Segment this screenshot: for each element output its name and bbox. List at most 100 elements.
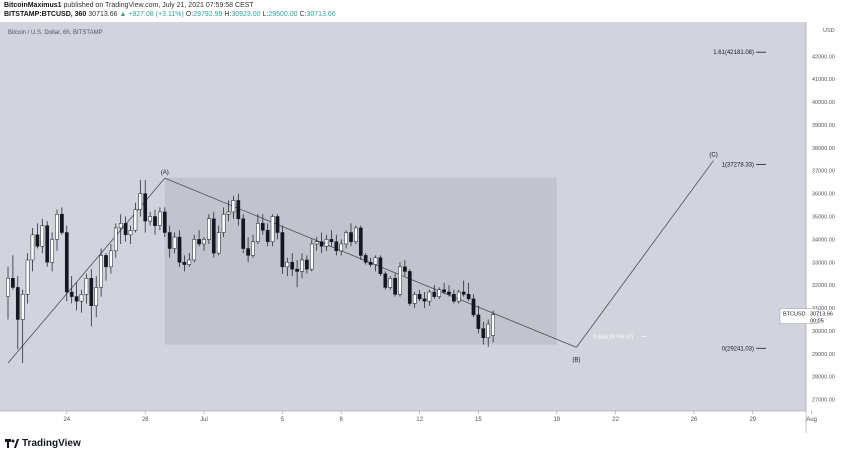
x-tick-label: 22 [612,417,619,423]
candle-body [221,213,226,233]
candle-body [162,211,167,233]
candle-body [104,255,108,268]
candle-body [113,227,118,252]
candle-body [481,328,486,339]
candle-body [334,241,339,252]
candle-body [153,216,157,226]
candle-body [295,268,299,272]
candle-body [177,236,182,263]
candle-body [202,239,206,245]
low-label: L: [262,11,269,18]
candle-body [466,294,471,300]
candle-body [192,239,197,261]
fib-level-label: 1(37278.33) [722,162,754,168]
candle-body [84,278,89,295]
candle-body [256,223,260,242]
candle-body [187,259,192,265]
candle-body [211,218,216,254]
x-tick-label: Jul [200,417,208,423]
candle-body [64,232,69,293]
candle-body [99,255,103,288]
candle-body [25,259,30,295]
chart-title: Bitcoin / U.S. Dollar, 6h, BITSTAMP [8,30,103,36]
y-tick-label: 31000.00 [812,306,835,312]
y-tick-label: 29000.00 [812,352,835,358]
candle-body [290,262,295,270]
candle-body [486,323,491,339]
price-tag-box [779,308,819,324]
candle-body [172,236,177,249]
y-tick-label: 34000.00 [812,237,835,243]
candle-body [40,225,45,247]
candle-body [275,216,280,233]
candle-body [138,193,143,210]
x-tick-label: 15 [475,417,482,423]
y-tick-label: 36000.00 [812,192,835,198]
candle-body [167,232,172,249]
candle-body [471,298,476,316]
price-chart[interactable]: 27000.00 28000.00 29000.00 30000.00 31000.00… [0,22,850,433]
box-level-label: 0.854(29759.07) [593,334,634,340]
candle-body [79,294,84,302]
candle-body [11,278,15,288]
candle-body [236,200,241,220]
candle-body [15,287,20,320]
y-tick-label: 32000.00 [812,283,835,289]
candle-body [89,278,94,306]
candle-body [241,218,246,249]
candle-body [398,266,402,295]
currency-label: USD [823,28,835,34]
tradingview-logo-icon [5,439,19,448]
candle-body [368,262,373,265]
x-tick-label: 8 [340,417,344,423]
candle-body [432,291,437,297]
candle-body [128,229,133,236]
y-tick-label: 30000.00 [812,329,835,335]
candle-body [216,232,221,254]
candle-body [388,278,393,288]
candle-body [309,243,314,270]
candle-body [50,239,54,263]
candle-body [344,232,348,245]
candle-body [148,216,152,222]
candle-body [383,273,388,288]
symbol-line: BITSTAMP:BTCUSD, 360 30713.66 ▲ +927.08 … [4,11,336,18]
candle-body [305,259,309,270]
candle-body [437,289,442,297]
open-value: 29792.99 [193,11,223,18]
x-tick-label: Aug [806,417,817,423]
symbol-label[interactable]: BITSTAMP:BTCUSD, 360 [4,11,87,18]
trendline-2 [576,160,714,348]
time-axis [0,411,806,433]
x-tick-label: 28 [142,417,149,423]
candle-body [74,296,79,302]
x-tick-label: 19 [553,417,560,423]
candle-body [226,211,231,215]
open-label: O: [185,11,194,18]
y-tick-label: 42000.00 [812,54,835,60]
wave-label: (C) [709,152,717,158]
price-change: ▲ +927.08 (+3.11%) [119,11,184,18]
candle-body [456,291,461,302]
candle-body [285,262,290,268]
close-value: 30713.66 [306,11,336,18]
candle-body [378,257,383,274]
y-tick-label: 40000.00 [812,100,835,106]
tradingview-logo-text: TradingView [22,438,81,449]
tradingview-logo[interactable]: TradingView [5,438,81,449]
candle-body [30,234,35,261]
candle-body [182,262,187,265]
price-tag-countdown: 00:05 [810,319,824,325]
candle-body [314,241,319,245]
candle-body [373,257,378,265]
candle-body [412,294,417,304]
publisher-name[interactable]: BitcoinMaximus1 [4,2,62,9]
candle-body [55,213,59,240]
candle-body [35,234,40,247]
candle-body [329,239,334,242]
candle-body [339,243,344,252]
candle-body [45,225,50,263]
candle-body [260,223,265,231]
y-tick-label: 28000.00 [812,375,835,381]
candle-body [207,218,211,240]
